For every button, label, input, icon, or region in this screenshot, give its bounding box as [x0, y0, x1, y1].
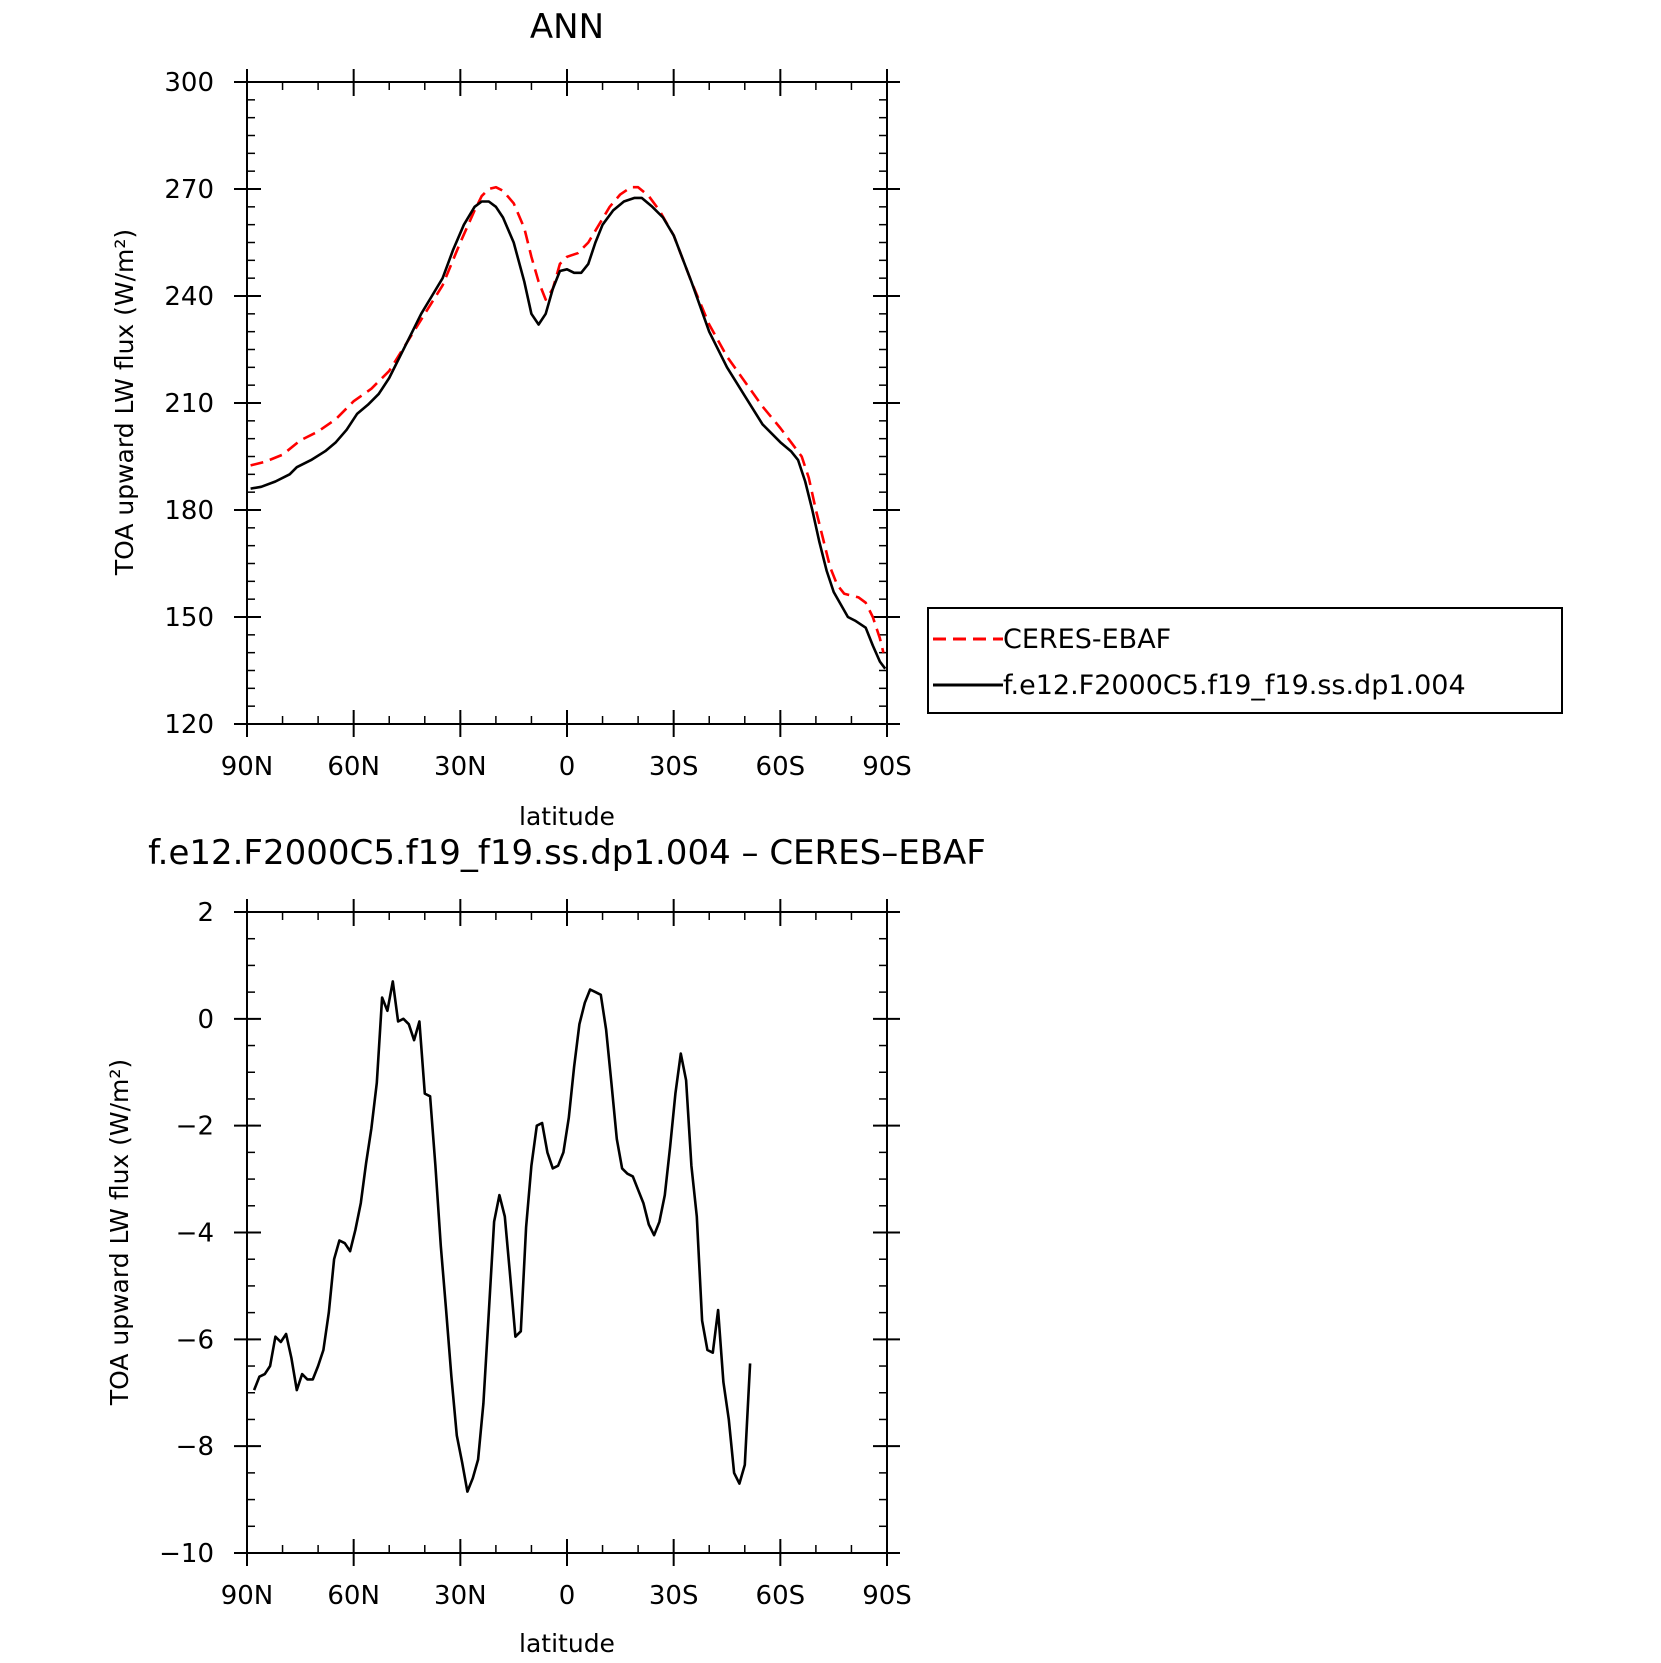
legend-box: [927, 607, 1563, 714]
top-x-tick-label: 60N: [327, 752, 380, 782]
bottom-chart-title: f.e12.F2000C5.f19_f19.ss.dp1.004 – CERES…: [148, 833, 986, 873]
legend: CERES-EBAF f.e12.F2000C5.f19_f19.ss.dp1.…: [927, 607, 1563, 714]
top-y-tick-label: 120: [164, 710, 214, 740]
top-series-line-0: [250, 185, 885, 654]
top-y-tick-label: 180: [164, 496, 214, 526]
bottom-panel: f.e12.F2000C5.f19_f19.ss.dp1.004 – CERES…: [105, 833, 986, 1658]
bottom-x-tick-label: 60N: [327, 1581, 380, 1611]
bottom-x-axis-title: latitude: [519, 1629, 615, 1658]
top-plot-area: [250, 185, 887, 670]
top-series-line-1: [250, 196, 887, 670]
top-x-tick-label: 30N: [434, 752, 487, 782]
bottom-y-tick-label: −10: [159, 1539, 214, 1569]
bottom-x-tick-label: 90N: [221, 1581, 274, 1611]
bottom-y-tick-label: −2: [176, 1112, 214, 1142]
legend-label-ceres: CERES-EBAF: [1003, 624, 1171, 655]
top-x-tick-label: 90S: [862, 752, 912, 782]
top-x-tick-label: 0: [559, 752, 576, 782]
bottom-y-tick-label: −8: [176, 1432, 214, 1462]
bottom-x-tick-label: 90S: [862, 1581, 912, 1611]
top-y-tick-label: 240: [164, 282, 214, 312]
top-chart-title: ANN: [530, 7, 604, 47]
bottom-x-tick-label: 30S: [649, 1581, 699, 1611]
legend-label-model: f.e12.F2000C5.f19_f19.ss.dp1.004: [1003, 670, 1466, 701]
top-y-tick-label: 210: [164, 389, 214, 419]
top-y-tick-label: 300: [164, 68, 214, 98]
bottom-series-line-0: [252, 980, 752, 1493]
bottom-axis-ticks: −10 −8 −6 −4 −2 0 2 90N 60N 30N 0 30S 60S 90S: [159, 898, 912, 1611]
bottom-plot-area: [252, 980, 752, 1493]
bottom-x-tick-label: 0: [559, 1581, 576, 1611]
top-x-tick-label: 30S: [649, 752, 699, 782]
top-y-tick-label: 270: [164, 175, 214, 205]
top-x-tick-label: 90N: [221, 752, 274, 782]
bottom-y-tick-label: −4: [176, 1219, 214, 1249]
top-axis-ticks: 120 150 180 210 240 270 300 90N 60N 30N 0 30S 60S 90S: [164, 68, 911, 782]
top-x-tick-label: 60S: [756, 752, 806, 782]
bottom-y-tick-label: 2: [197, 898, 214, 928]
top-x-axis-title: latitude: [519, 802, 615, 831]
top-plot-frame: [246, 81, 888, 725]
bottom-y-axis-title: TOA upward LW flux (W/m²): [105, 1059, 134, 1406]
top-y-axis-title: TOA upward LW flux (W/m²): [110, 229, 139, 576]
top-panel: ANN TOA upward LW flux (W/m²) latitude 1…: [110, 7, 1563, 831]
bottom-y-tick-label: 0: [197, 1005, 214, 1035]
top-y-tick-label: 150: [164, 603, 214, 633]
bottom-plot-frame: [246, 911, 888, 1554]
bottom-x-tick-label: 60S: [756, 1581, 806, 1611]
bottom-y-tick-label: −6: [176, 1325, 214, 1355]
bottom-x-tick-label: 30N: [434, 1581, 487, 1611]
